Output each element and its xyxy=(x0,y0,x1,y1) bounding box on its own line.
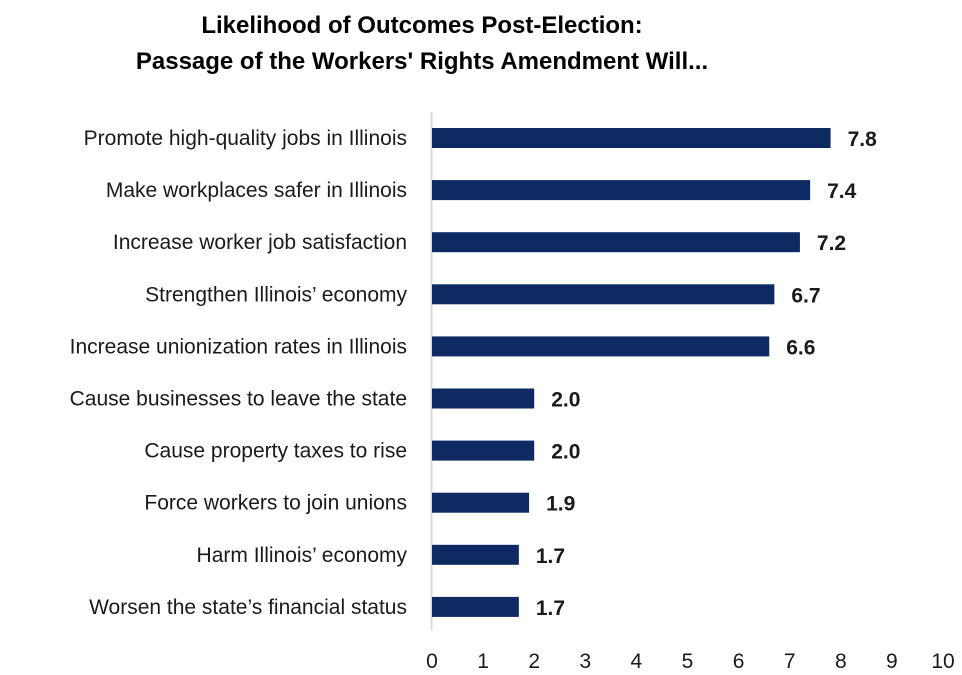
bar xyxy=(432,180,811,201)
bar xyxy=(432,440,535,461)
bar xyxy=(432,388,535,409)
category-label: Force workers to join unions xyxy=(144,492,407,515)
x-tick-label: 8 xyxy=(835,650,847,673)
category-label: Cause businesses to leave the state xyxy=(70,388,407,411)
category-label: Cause property taxes to rise xyxy=(144,440,407,463)
category-label: Promote high-quality jobs in Illinois xyxy=(84,127,407,150)
value-labels-group: 7.8 7.4 7.2 6.7 6.6 2.0 2.0 1.9 1.7 1.7 xyxy=(536,128,877,620)
x-tick-labels-group: 0 1 2 3 4 5 6 7 8 9 10 xyxy=(426,650,955,673)
x-tick-label: 7 xyxy=(784,650,796,673)
category-label: Worsen the state’s financial status xyxy=(89,596,407,619)
category-label: Make workplaces safer in Illinois xyxy=(106,179,407,202)
x-tick-label: 6 xyxy=(733,650,745,673)
bar xyxy=(432,544,519,565)
value-label: 6.6 xyxy=(786,336,815,359)
category-label: Increase worker job satisfaction xyxy=(113,231,407,254)
chart-title-line-2: Passage of the Workers' Rights Amendment… xyxy=(135,48,709,75)
value-label: 7.2 xyxy=(817,232,846,255)
value-label: 2.0 xyxy=(551,389,580,412)
bar xyxy=(432,492,530,513)
value-label: 1.9 xyxy=(546,493,575,516)
category-label: Increase unionization rates in Illinois xyxy=(70,335,407,358)
x-tick-label: 3 xyxy=(579,650,591,673)
value-label: 1.7 xyxy=(536,545,565,568)
value-label: 2.0 xyxy=(551,441,580,464)
chart-title-line-1: Likelihood of Outcomes Post-Election: xyxy=(201,12,643,39)
bar xyxy=(432,232,800,253)
bar xyxy=(432,128,831,148)
bar xyxy=(432,336,770,357)
value-label: 1.7 xyxy=(536,597,565,620)
x-tick-label: 9 xyxy=(886,650,898,673)
x-tick-label: 4 xyxy=(631,650,643,673)
category-label: Harm Illinois’ economy xyxy=(197,544,408,567)
value-label: 7.4 xyxy=(827,180,857,203)
chart-title: Likelihood of Outcomes Post-Election: Pa… xyxy=(0,8,844,80)
value-label: 6.7 xyxy=(791,284,820,307)
x-tick-label: 2 xyxy=(528,650,540,673)
bars-group xyxy=(432,128,831,617)
category-labels-group: Promote high-quality jobs in Illinois Mak… xyxy=(70,127,408,619)
bar xyxy=(432,596,519,617)
x-tick-label: 5 xyxy=(682,650,694,673)
x-tick-label: 10 xyxy=(931,650,954,673)
x-tick-label: 0 xyxy=(426,650,438,673)
bar xyxy=(432,284,775,305)
x-tick-label: 1 xyxy=(477,650,489,673)
value-label: 7.8 xyxy=(848,128,878,151)
category-label: Strengthen Illinois’ economy xyxy=(145,283,407,306)
